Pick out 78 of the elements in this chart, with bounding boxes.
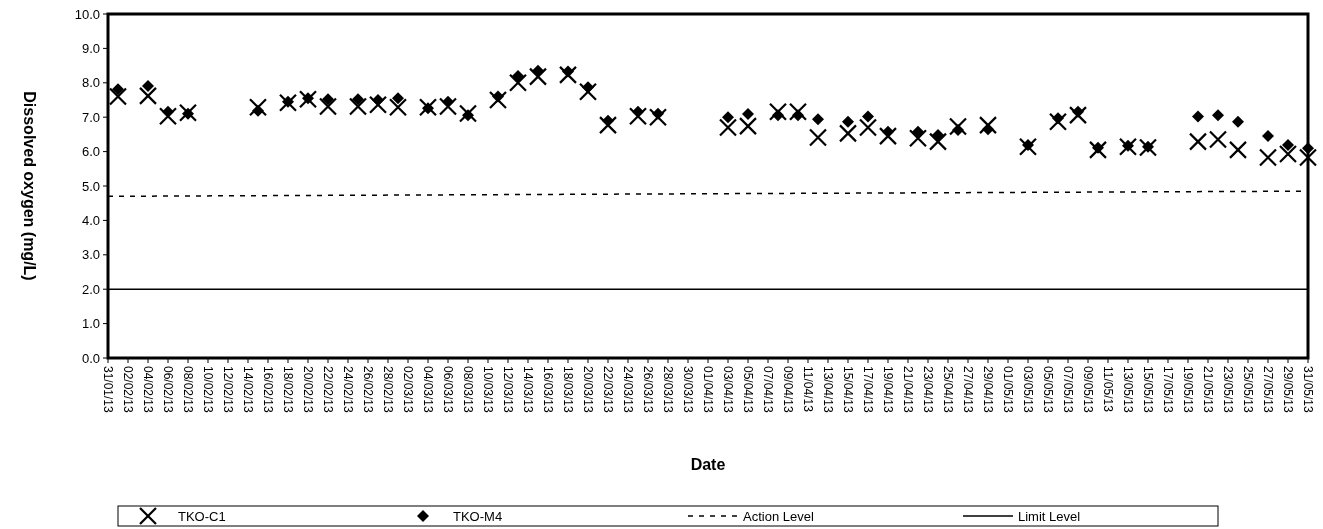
x-tick-label: 06/02/13	[160, 366, 175, 414]
x-tick-label: 03/04/13	[720, 366, 735, 414]
x-tick-label: 26/02/13	[360, 366, 375, 414]
x-tick-label: 19/04/13	[880, 366, 895, 414]
x-tick-label: 09/05/13	[1080, 366, 1095, 414]
x-tick-label: 30/03/13	[680, 366, 695, 414]
x-tick-label: 16/02/13	[260, 366, 275, 414]
x-tick-label: 09/04/13	[780, 366, 795, 414]
x-tick-label: 28/02/13	[380, 366, 395, 414]
x-tick-label: 20/03/13	[580, 366, 595, 414]
y-tick-label: 3.0	[81, 247, 100, 263]
x-tick-label: 18/03/13	[560, 366, 575, 414]
x-tick-label: 23/04/13	[920, 366, 935, 414]
x-tick-label: 11/05/13	[1100, 366, 1115, 413]
x-tick-label: 23/05/13	[1220, 366, 1235, 414]
y-tick-label: 5.0	[81, 178, 100, 194]
x-tick-label: 01/05/13	[1000, 366, 1015, 414]
x-tick-label: 27/04/13	[960, 366, 975, 414]
legend-label: TKO-C1	[178, 508, 226, 524]
x-tick-label: 13/05/13	[1120, 366, 1135, 414]
x-tick-label: 17/04/13	[860, 366, 875, 414]
x-tick-label: 31/05/13	[1300, 366, 1315, 414]
x-tick-label: 25/05/13	[1240, 366, 1255, 414]
x-tick-label: 08/03/13	[460, 366, 475, 414]
legend-label: Limit Level	[1018, 508, 1081, 524]
x-tick-label: 12/02/13	[220, 366, 235, 414]
y-tick-label: 2.0	[81, 281, 100, 297]
x-tick-label: 15/04/13	[840, 366, 855, 414]
x-tick-label: 24/03/13	[620, 366, 635, 414]
x-tick-label: 10/02/13	[200, 366, 215, 414]
x-tick-label: 07/05/13	[1060, 366, 1075, 414]
x-tick-label: 02/02/13	[120, 366, 135, 414]
x-tick-label: 07/04/13	[760, 366, 775, 414]
y-axis-title: Dissolved oxygen (mg/L)	[21, 91, 39, 281]
x-tick-label: 16/03/13	[540, 366, 555, 414]
x-tick-label: 15/05/13	[1140, 366, 1155, 414]
y-tick-label: 7.0	[81, 109, 100, 125]
x-tick-label: 24/02/13	[340, 366, 355, 414]
x-tick-label: 13/04/13	[820, 366, 835, 414]
x-tick-label: 25/04/13	[940, 366, 955, 414]
x-axis-title: Date	[690, 456, 726, 473]
x-tick-label: 28/03/13	[660, 366, 675, 414]
legend-label: Action Level	[743, 508, 814, 524]
y-tick-label: 8.0	[81, 75, 100, 91]
legend-label: TKO-M4	[453, 508, 503, 524]
x-tick-label: 21/04/13	[900, 366, 915, 414]
x-tick-label: 03/05/13	[1020, 366, 1035, 414]
y-tick-label: 0.0	[81, 350, 100, 366]
x-tick-label: 29/05/13	[1280, 366, 1295, 414]
x-tick-label: 05/05/13	[1040, 366, 1055, 414]
x-tick-label: 06/03/13	[440, 366, 455, 414]
x-tick-label: 31/01/13	[100, 366, 115, 414]
x-tick-label: 19/05/13	[1180, 366, 1195, 414]
x-tick-label: 26/03/13	[640, 366, 655, 414]
x-tick-label: 11/04/13	[800, 366, 815, 413]
x-tick-label: 29/04/13	[980, 366, 995, 414]
x-tick-label: 17/05/13	[1160, 366, 1175, 414]
x-tick-label: 22/03/13	[600, 366, 615, 414]
x-tick-label: 14/02/13	[240, 366, 255, 414]
x-tick-label: 27/05/13	[1260, 366, 1275, 414]
x-tick-label: 02/03/13	[400, 366, 415, 414]
x-tick-label: 04/02/13	[140, 366, 155, 414]
y-tick-label: 6.0	[81, 144, 100, 160]
x-tick-label: 08/02/13	[180, 366, 195, 414]
y-tick-label: 10.0	[74, 6, 100, 22]
y-tick-label: 1.0	[81, 316, 100, 332]
x-tick-label: 20/02/13	[300, 366, 315, 414]
x-tick-label: 04/03/13	[420, 366, 435, 414]
x-tick-label: 12/03/13	[500, 366, 515, 414]
y-tick-label: 9.0	[81, 40, 100, 56]
x-tick-label: 01/04/13	[700, 366, 715, 414]
x-tick-label: 18/02/13	[280, 366, 295, 414]
y-tick-label: 4.0	[81, 212, 100, 228]
x-tick-label: 22/02/13	[320, 366, 335, 414]
x-tick-label: 10/03/13	[480, 366, 495, 414]
x-tick-label: 21/05/13	[1200, 366, 1215, 414]
x-tick-label: 05/04/13	[740, 366, 755, 414]
x-tick-label: 14/03/13	[520, 366, 535, 414]
